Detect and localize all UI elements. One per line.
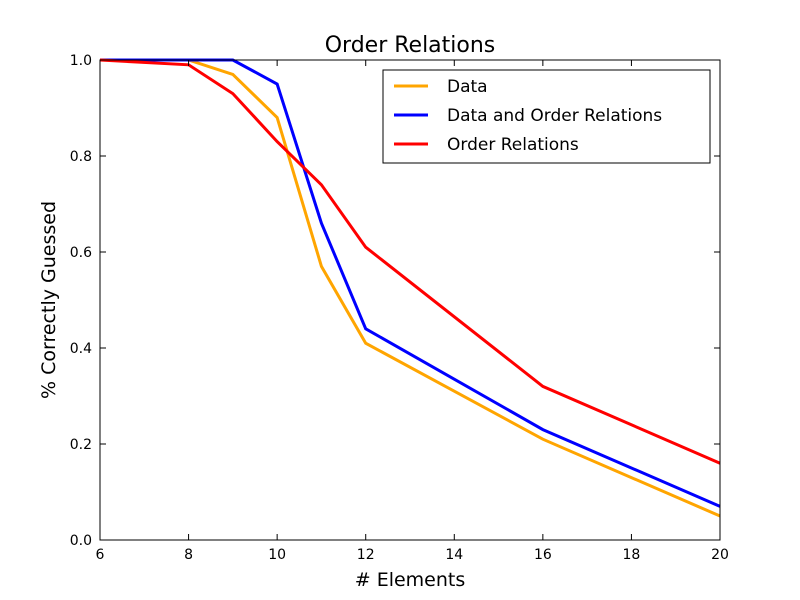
series-line-1: [100, 58, 721, 518]
y-tick-label: 0.2: [70, 437, 92, 453]
y-tick-label: 0.6: [70, 245, 92, 261]
legend-label-3: Order Relations: [447, 135, 579, 155]
series-line-3: [99, 58, 721, 465]
legend-label-1: Data: [447, 77, 488, 97]
x-tick-label: 20: [711, 547, 729, 563]
x-tick-label: 12: [357, 547, 375, 563]
y-tick-label: 0.8: [70, 149, 92, 165]
legend: Data Data and Order Relations Order Relati…: [382, 69, 711, 164]
legend-label-2: Data and Order Relations: [447, 106, 662, 126]
x-tick-label: 10: [268, 547, 286, 563]
y-tick-label: 0.0: [70, 533, 92, 549]
x-tick-label: 14: [445, 547, 463, 563]
x-axis-title: # Elements: [355, 569, 466, 591]
plot-frame: [99, 59, 721, 541]
x-tick-label: 18: [623, 547, 641, 563]
ticks-layer: 6 8 10 12 14 16 18 20 0.0 0.2 0.4 0.6 0.8 1.0: [70, 53, 729, 563]
y-tick-label: 1.0: [70, 53, 92, 69]
x-tick-label: 6: [96, 547, 105, 563]
legend-box: [382, 69, 711, 164]
y-axis-title: % Correctly Guessed: [38, 201, 60, 399]
y-tick-label: 0.4: [70, 341, 92, 357]
x-tick-label: 8: [184, 547, 193, 563]
chart-title: Order Relations: [325, 33, 496, 58]
x-tick-label: 16: [534, 547, 552, 563]
